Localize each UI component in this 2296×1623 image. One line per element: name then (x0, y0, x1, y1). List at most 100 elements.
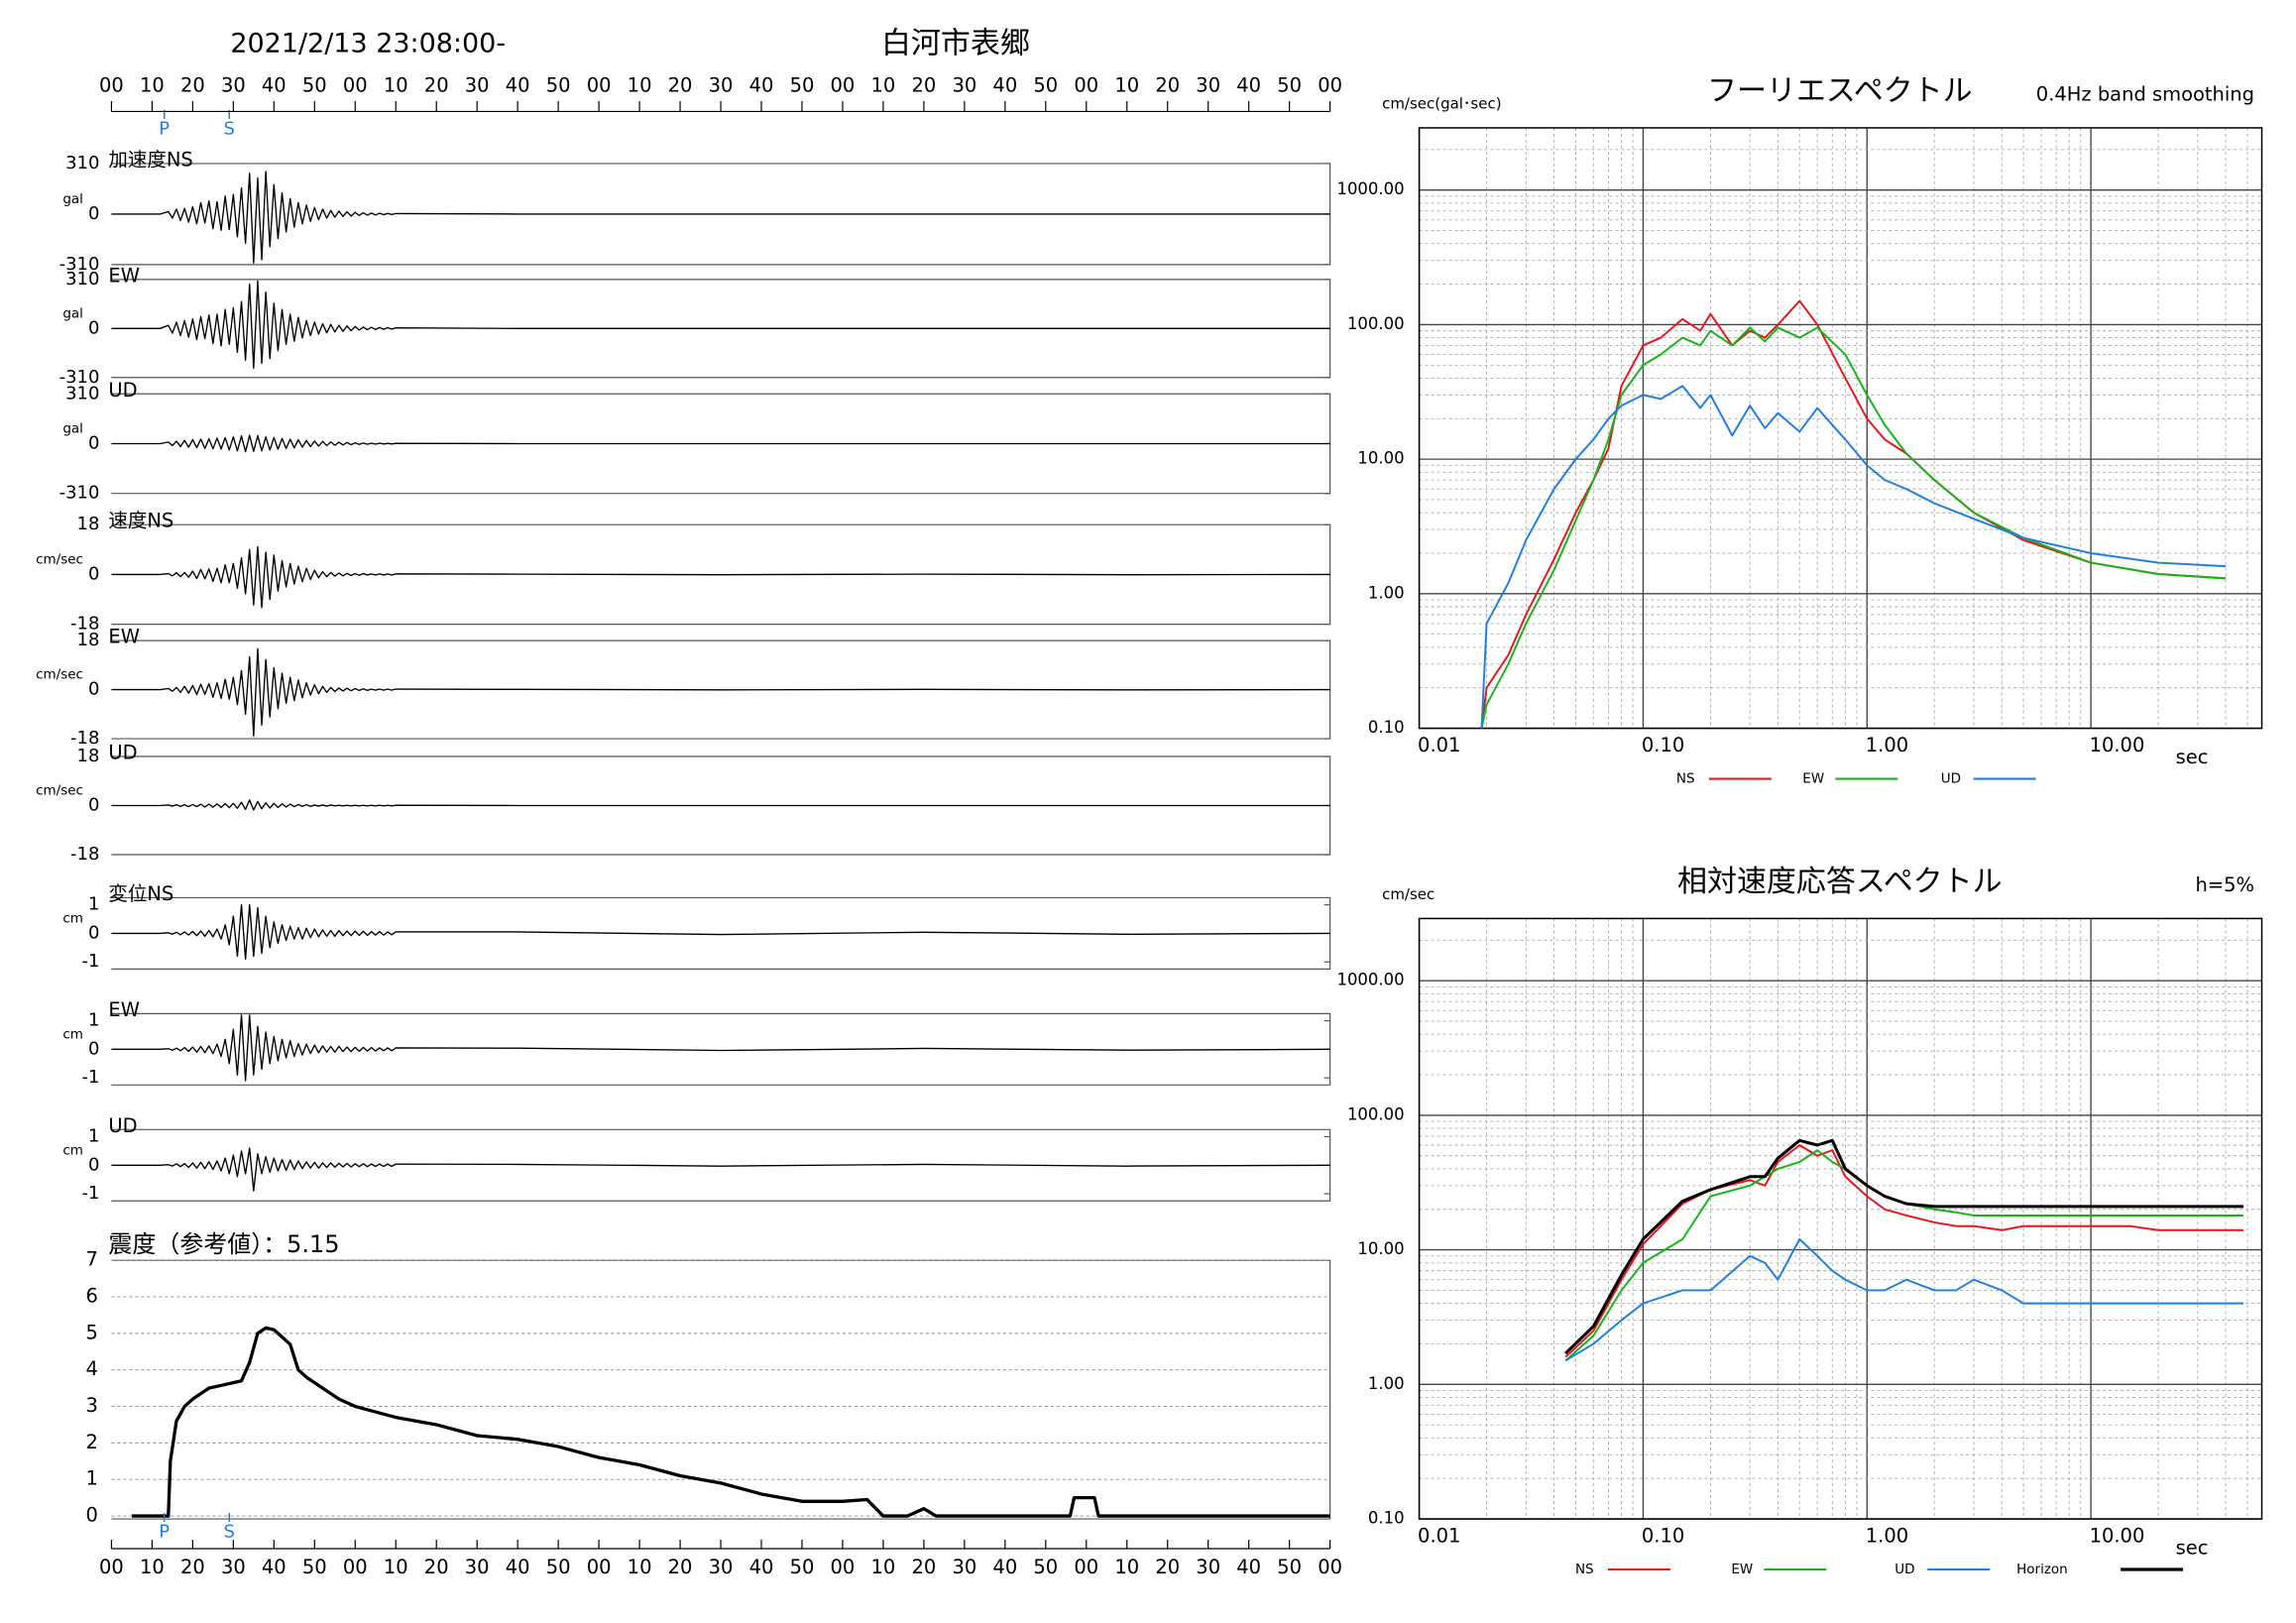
time-tick-label: 10 (140, 1556, 165, 1578)
intensity-frame (111, 1259, 1331, 1520)
y-tick-label: 0.10 (1368, 1509, 1405, 1528)
y-axis-unit: cm/sec(gal･sec) (1382, 94, 1501, 112)
y-tick-label: 10.00 (1357, 1239, 1404, 1258)
x-tick-label: 10.00 (2090, 1525, 2145, 1548)
trace-unit: gal (62, 191, 83, 207)
spectrum-line (1564, 1237, 2243, 1362)
trace-unit: gal (62, 421, 83, 437)
trace-tick-label: -310 (59, 254, 100, 275)
trace-tick-label: 0 (88, 1154, 99, 1175)
time-tick-label: 50 (790, 1556, 815, 1578)
time-tick-label: 10 (628, 1556, 652, 1578)
trace-tick-label: -18 (70, 614, 99, 635)
time-tick-label: 30 (952, 73, 976, 96)
time-tick-label: 30 (465, 1556, 490, 1578)
trace-tick-label: 0 (88, 795, 99, 816)
time-tick-label: 50 (1277, 73, 1302, 96)
time-tick-label: 50 (1033, 1556, 1058, 1578)
y-tick-label: 3 (86, 1394, 98, 1417)
trace-name: EW (108, 998, 140, 1021)
time-tick-label: 00 (99, 1556, 124, 1578)
trace-tick-label: 0 (88, 922, 99, 943)
time-tick-label: 00 (1074, 73, 1098, 96)
trace-unit: gal (62, 305, 83, 321)
trace-unit: cm (62, 910, 83, 926)
station: 白河市表郷 (881, 27, 1030, 61)
time-tick-label: 40 (749, 1556, 774, 1578)
waveform-line (111, 903, 1330, 960)
trace-tick-label: 0 (88, 679, 99, 700)
legend-label: NS (1676, 771, 1695, 787)
x-tick-label: 1.00 (1866, 1525, 1908, 1548)
trace-frame (111, 896, 1331, 970)
time-tick-label: 20 (668, 73, 693, 96)
time-tick-label: 10 (1114, 73, 1139, 96)
time-tick-label: 00 (343, 1556, 368, 1578)
time-tick-label: 20 (180, 73, 205, 96)
time-tick-label: 50 (546, 73, 571, 96)
plot-frame (1418, 917, 2263, 1520)
legend-label: Horizon (2016, 1562, 2068, 1577)
time-tick-label: 30 (465, 73, 490, 96)
y-tick-label: 10.00 (1357, 449, 1404, 468)
time-tick-label: 20 (180, 1556, 205, 1578)
time-tick-label: 00 (587, 1556, 612, 1578)
waveform-line (111, 1147, 1330, 1192)
time-tick-label: 50 (546, 1556, 571, 1578)
trace-tick-label: -1 (82, 951, 100, 972)
time-tick-label: 00 (587, 73, 612, 96)
waveform-line (111, 545, 1330, 609)
y-tick-label: 100.00 (1347, 314, 1405, 333)
time-tick-label: 50 (302, 73, 327, 96)
time-tick-label: 30 (1196, 1556, 1220, 1578)
time-tick-label: 00 (343, 73, 368, 96)
trace-tick-label: 310 (65, 153, 99, 174)
time-tick-label: 40 (506, 73, 530, 96)
time-tick-label: 20 (912, 73, 937, 96)
time-tick-label: 20 (424, 1556, 449, 1578)
time-tick-label: 30 (221, 1556, 246, 1578)
time-tick-label: 20 (1155, 1556, 1180, 1578)
trace-frame (111, 1012, 1331, 1086)
trace-unit: cm/sec (36, 551, 83, 567)
y-tick-label: 1000.00 (1336, 971, 1404, 989)
time-tick-label: 20 (1155, 73, 1180, 96)
trace-frame (111, 1128, 1331, 1202)
time-tick-label: 50 (302, 1556, 327, 1578)
legend-label: EW (1802, 771, 1824, 787)
trace-tick-label: -18 (70, 844, 99, 865)
time-tick-label: 20 (424, 73, 449, 96)
trace-tick-label: -1 (82, 1067, 100, 1088)
y-tick-label: 2 (86, 1431, 98, 1453)
x-tick-label: 0.10 (1642, 734, 1684, 756)
time-tick-label: 30 (1196, 73, 1220, 96)
time-tick-label: 20 (912, 1556, 937, 1578)
plot-frame (1418, 127, 2263, 730)
waveform-line (111, 280, 1330, 369)
spectrum-subtitle: 0.4Hz band smoothing (2036, 82, 2254, 105)
time-tick-label: 40 (262, 1556, 287, 1578)
intensity-title: 震度（参考値）：5.15 (108, 1230, 339, 1258)
legend-label: UD (1941, 771, 1961, 787)
time-tick-label: 40 (992, 1556, 1017, 1578)
x-tick-label: 0.10 (1642, 1525, 1684, 1548)
time-tick-label: 20 (668, 1556, 693, 1578)
time-tick-label: 00 (831, 73, 856, 96)
time-tick-label: 40 (1236, 73, 1261, 96)
x-axis-unit: sec (2176, 1537, 2209, 1560)
waveform-line (111, 171, 1330, 264)
y-tick-label: 1000.00 (1336, 179, 1404, 198)
trace-name: UD (108, 1114, 137, 1137)
y-tick-label: 1.00 (1368, 1374, 1405, 1393)
y-tick-label: 6 (86, 1285, 98, 1308)
datetime: 2021/2/13 23:08:00- (230, 29, 506, 59)
time-tick-label: 10 (384, 73, 408, 96)
phase-label: S (224, 1522, 235, 1543)
time-tick-label: 50 (1277, 1556, 1302, 1578)
y-tick-label: 1 (86, 1467, 98, 1490)
trace-tick-label: 0 (88, 317, 99, 338)
trace-tick-label: 18 (77, 514, 100, 534)
y-tick-label: 1.00 (1368, 583, 1405, 602)
trace-tick-label: 0 (88, 1038, 99, 1059)
time-tick-label: 40 (749, 73, 774, 96)
